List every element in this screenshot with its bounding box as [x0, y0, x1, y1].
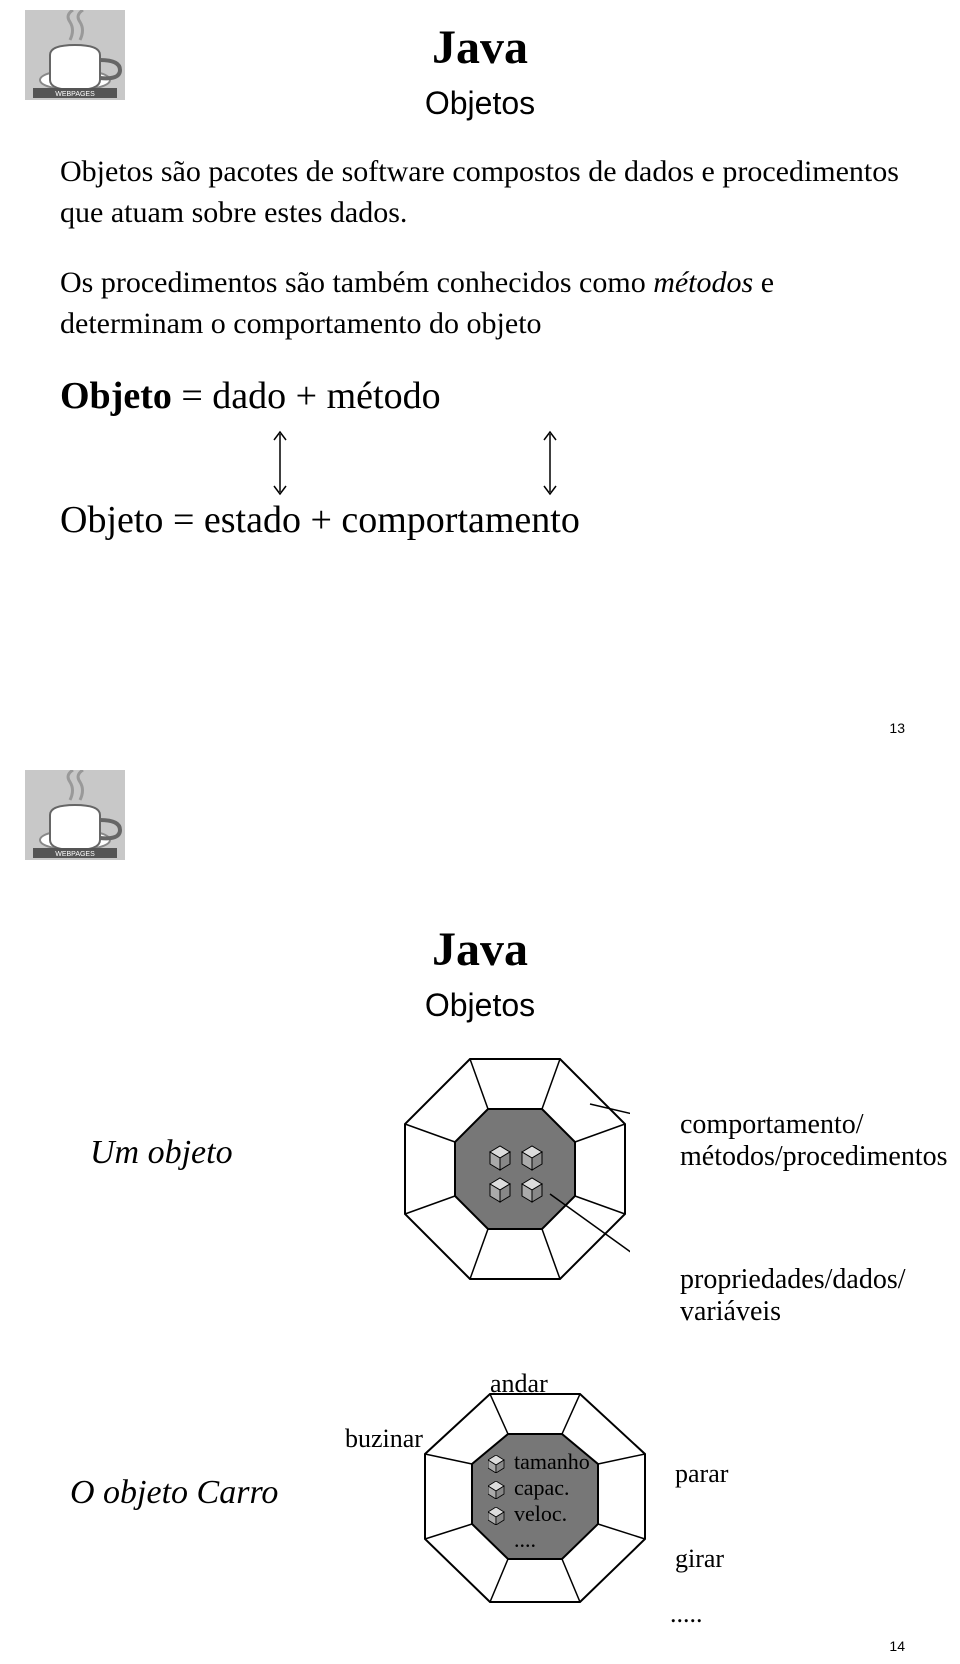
- carro-octagon: tamanho capac. veloc. ....: [420, 1364, 650, 1609]
- para2-part-a: Os procedimentos são também conhecidos c…: [60, 266, 653, 299]
- equation-1: Objeto = dado + método: [60, 374, 900, 418]
- method-parar: parar: [675, 1459, 728, 1489]
- rlabel2b: variáveis: [680, 1296, 781, 1327]
- method-girar: girar: [675, 1544, 724, 1574]
- page-number-2: 14: [889, 1638, 905, 1654]
- prop-capac: capac.: [488, 1475, 590, 1501]
- rlabel2a: propriedades/dados/: [680, 1264, 906, 1295]
- page-subtitle: Objetos: [60, 85, 900, 122]
- double-arrow-icon: [540, 428, 560, 498]
- svg-text:WEBPAGES: WEBPAGES: [55, 91, 95, 98]
- behavior-label: comportamento/ métodos/procedimentos: [680, 1109, 948, 1173]
- prop-tamanho: tamanho: [488, 1449, 590, 1475]
- paragraph-1: Objetos são pacotes de software composto…: [60, 152, 900, 233]
- java-logo-icon: WEBPAGES: [25, 770, 125, 860]
- prop-dots: ....: [488, 1527, 590, 1553]
- rlabel1b: métodos/procedimentos: [680, 1141, 948, 1172]
- eq1-rhs: = dado + método: [172, 375, 441, 417]
- page2-title: Java: [60, 922, 900, 977]
- um-objeto-label: Um objeto: [90, 1134, 233, 1172]
- carro-object-diagram: O objeto Carro andar buzinar parar girar: [60, 1364, 900, 1624]
- page2-subtitle: Objetos: [60, 987, 900, 1024]
- method-buzinar: buzinar: [345, 1424, 423, 1454]
- page-title: Java: [60, 20, 900, 75]
- para2-part-b: métodos: [653, 266, 753, 299]
- rlabel1a: comportamento/: [680, 1109, 864, 1140]
- prop-list: tamanho capac. veloc. ....: [488, 1449, 590, 1553]
- dots-right: .....: [670, 1599, 703, 1629]
- eq2-lhs: Objeto: [60, 499, 163, 541]
- eq2-rhs: = estado + comportamento: [163, 499, 579, 541]
- java-logo-icon: WEBPAGES: [25, 10, 125, 100]
- page-number: 13: [889, 720, 905, 736]
- equation-arrows: [60, 428, 900, 498]
- prop-veloc: veloc.: [488, 1501, 590, 1527]
- double-arrow-icon: [270, 428, 290, 498]
- octagon-diagram: [400, 1054, 630, 1289]
- eq1-lhs: Objeto: [60, 375, 172, 417]
- svg-text:WEBPAGES: WEBPAGES: [55, 851, 95, 858]
- carro-label: O objeto Carro: [70, 1474, 278, 1512]
- generic-object-diagram: Um objeto: [60, 1054, 900, 1284]
- equation-2: Objeto = estado + comportamento: [60, 498, 900, 542]
- properties-label: propriedades/dados/ variáveis: [680, 1264, 906, 1328]
- paragraph-2: Os procedimentos são também conhecidos c…: [60, 263, 900, 344]
